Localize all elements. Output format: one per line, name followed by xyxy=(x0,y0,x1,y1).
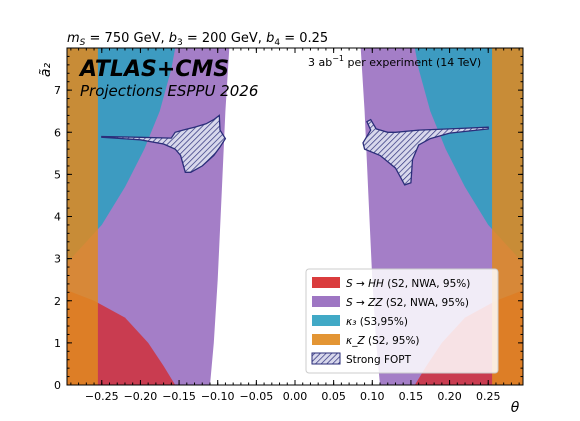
ticks-layer: −0.25 −0.20 −0.15 −0.10 −0.05 0.00 0.05 0.10 0.1… xyxy=(54,48,523,403)
x-tick-label: −0.20 xyxy=(124,390,158,403)
luminosity-label: 3 ab−1 per experiment (14 TeV) xyxy=(308,54,481,69)
legend-item-kappa3-label: κ₃ (S3,95%) xyxy=(346,316,408,328)
x-tick-label: 0.20 xyxy=(437,390,462,403)
x-tick-label: 0.00 xyxy=(283,390,308,403)
legend-item-kappaz-swatch xyxy=(312,334,340,345)
y-tick-label: 6 xyxy=(54,126,61,139)
subtitle: Projections ESPPU 2026 xyxy=(80,82,258,100)
y-tick-label: 7 xyxy=(54,84,61,97)
brand-label: ATLAS+CMS xyxy=(78,57,229,82)
legend-item-zz-swatch xyxy=(312,296,340,307)
x-tick-label: −0.05 xyxy=(239,390,273,403)
x-tick-label: −0.10 xyxy=(201,390,235,403)
x-tick-label: 0.25 xyxy=(476,390,501,403)
chart-title: mS = 750 GeV, b3 = 200 GeV, b4 = 0.25 xyxy=(67,31,328,48)
legend-item-fopt-swatch xyxy=(311,352,341,365)
legend-item-zz-label: S → ZZ (S2, NWA, 95%) xyxy=(346,297,469,309)
y-tick-label: 3 xyxy=(54,253,61,266)
y-tick-label: 1 xyxy=(54,337,61,350)
region-fopt-left xyxy=(101,114,227,173)
region-fopt-right xyxy=(362,118,489,186)
x-tick-label: 0.10 xyxy=(360,390,385,403)
legend-item-kappaz-label: κ_Z (S2, 95%) xyxy=(346,335,420,347)
legend-item-hh-swatch xyxy=(312,277,340,288)
legend-item-kappa3-swatch xyxy=(312,315,340,326)
x-tick-label: 0.05 xyxy=(321,390,346,403)
y-axis-label: ã₂ xyxy=(38,63,54,78)
y-tick-label: 0 xyxy=(54,379,61,392)
legend-frame xyxy=(305,268,499,374)
x-tick-label: −0.25 xyxy=(85,390,119,403)
y-tick-label: 5 xyxy=(54,168,61,181)
legend: S → HH (S2, NWA, 95%) S → ZZ (S2, NWA, 95… xyxy=(305,268,499,374)
legend-item-hh-label: S → HH (S2, NWA, 95%) xyxy=(346,278,470,290)
region-kappaz-right xyxy=(492,48,523,385)
region-kappaz-left xyxy=(67,48,98,385)
x-tick-label: −0.15 xyxy=(162,390,196,403)
y-tick-label: 2 xyxy=(54,295,61,308)
legend-item-fopt-label: Strong FOPT xyxy=(346,354,412,366)
x-tick-label: 0.15 xyxy=(399,390,424,403)
y-tick-label: 4 xyxy=(54,211,61,224)
x-axis-label: θ xyxy=(511,400,520,416)
